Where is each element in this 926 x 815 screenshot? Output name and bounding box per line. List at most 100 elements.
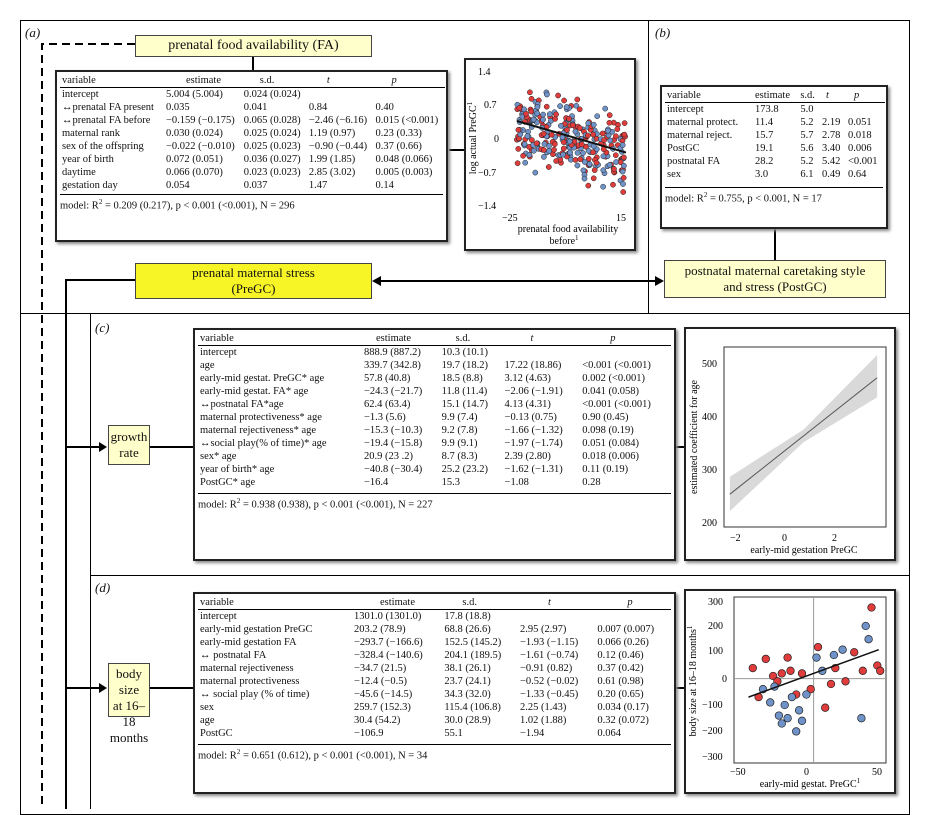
scatter-point: [585, 182, 592, 189]
scatter-point: [606, 162, 613, 168]
scatter-point: [520, 152, 526, 159]
plot-d-ytick-0: 300: [708, 597, 723, 608]
table-row: early-mid gestat. FA* age −24.3 (−21.7) 11…: [198, 385, 671, 398]
table-cell: 15.7: [755, 130, 774, 141]
scatter-point: [514, 160, 521, 167]
scatter-point: [529, 137, 535, 143]
table-cell: early-mid gestation FA: [200, 637, 297, 648]
table-row: sex* age 20.9 (23 .2) 8.7 (8.3) 2.39 (2.80)…: [198, 450, 671, 463]
table-cell: [846, 103, 885, 117]
plot-d-ytick-2: 100: [708, 646, 723, 657]
col-sd: s.d.: [798, 89, 820, 103]
table-a: variable estimate s.d. t p intercept 5.00…: [55, 70, 448, 242]
growth-line2: rate: [119, 445, 139, 460]
col-estimate: estimate: [753, 89, 799, 103]
scatter-point: [558, 122, 564, 129]
table-cell: 5.42: [821, 156, 841, 167]
table-cell: 0.023 (0.023): [243, 167, 301, 178]
table-cell: 0.14: [375, 180, 394, 191]
table-row: age 30.4 (54.2) 30.0 (28.9) 1.02 (1.88) 0.32…: [198, 714, 671, 727]
scatter-point: [829, 650, 839, 660]
table-cell: −1.97 (−1.74): [504, 438, 563, 449]
scatter-point: [621, 120, 628, 126]
table-cell: 9.9 (9.1): [441, 438, 478, 449]
table-cell: −1.3 (5.6): [364, 412, 406, 423]
table-row: year of birth* age −40.8 (−30.4) 25.2 (23.…: [198, 463, 671, 476]
table-a-grid: variable estimate s.d. t p intercept 5.00…: [60, 74, 445, 192]
table-cell: 25.2 (23.2): [441, 464, 489, 475]
table-row: postnatal FA 28.2 5.2 5.42 <0.001: [665, 155, 885, 168]
table-cell: [307, 88, 374, 102]
scatter-point: [619, 142, 626, 148]
table-cell: 0.015 (<0.001): [375, 115, 439, 126]
col-p: p: [373, 74, 445, 88]
table-cell: [595, 610, 671, 624]
col-p: p: [580, 332, 671, 346]
scatter-point: [515, 127, 522, 133]
scatter-point: [601, 137, 607, 143]
scatter-point: [591, 167, 598, 173]
table-cell: 5.0: [800, 104, 814, 115]
scatter-point: [786, 666, 795, 675]
scatter-point: [838, 645, 847, 654]
scatter-point: [774, 711, 784, 720]
plot-d: 300 200 100 0 −100 −200 −300 −50 0 50 ea…: [684, 589, 896, 794]
table-cell: ↔prenatal FA present: [62, 102, 154, 113]
scatter-point: [620, 174, 627, 181]
table-row: sex 3.0 6.1 0.49 0.64: [665, 168, 885, 181]
scatter-point: [560, 139, 567, 146]
scatter-point: [768, 671, 778, 681]
scatter-point: [544, 91, 550, 98]
table-cell: 5.2: [800, 156, 814, 167]
table-cell: −1.33 (−0.45): [520, 689, 579, 700]
table-row: ↔prenatal FA present 0.035 0.041 0.84 0.40: [60, 101, 445, 114]
table-cell: early-mid gestation PreGC: [200, 624, 313, 635]
scatter-point: [584, 132, 591, 139]
fa-box: prenatal food availability (FA): [135, 35, 372, 57]
fit-line: [516, 120, 627, 154]
table-cell: 0.030 (0.024): [166, 128, 223, 139]
scatter-point: [563, 104, 570, 110]
table-cell: 0.037: [243, 180, 268, 191]
dashed-connector: [41, 43, 135, 809]
table-b: variable estimate s.d. t p intercept 173.…: [660, 85, 888, 229]
table-row: maternal rejectiveness* age −15.3 (−10.3)…: [198, 424, 671, 437]
col-p: p: [845, 89, 885, 103]
table-b-grid: variable estimate s.d. t p intercept 173.…: [665, 89, 885, 181]
table-cell: −0.13 (0.75): [504, 412, 557, 423]
table-cell: sex: [200, 702, 214, 713]
panel-ab-divider: [648, 20, 649, 313]
scatter-point: [530, 116, 537, 123]
table-cell: 0.025 (0.024): [243, 128, 301, 139]
table-c: variable estimate s.d. t p intercept 888.…: [193, 328, 676, 561]
scatter-point: [557, 103, 563, 109]
table-cell: 5.004 (5.004): [166, 89, 223, 100]
plot-a-ylabel: log actual PreGC1: [466, 101, 479, 174]
body-line1: body size: [116, 666, 142, 697]
scatter-point: [792, 727, 801, 736]
growth-rate-box: growth rate: [108, 425, 150, 465]
table-cell: 0.024 (0.024): [243, 89, 301, 100]
plot-a-ytick-2: 0: [494, 134, 499, 145]
table-cell: −0.52 (−0.02): [520, 676, 579, 687]
model-c: model: R2 = 0.938 (0.938), p < 0.001 (<0…: [198, 493, 671, 511]
plot-c-xtick-2: 2: [832, 533, 837, 544]
scatter-point: [574, 149, 581, 156]
model-b-r: R: [696, 193, 704, 205]
plot-a-xlabel-2: before1: [549, 234, 579, 247]
scatter-point: [850, 648, 859, 657]
scatter-point: [580, 150, 586, 156]
table-cell: early-mid gestat. PreGC* age: [200, 373, 325, 384]
col-sd: s.d.: [241, 74, 307, 88]
scatter-point: [551, 141, 558, 148]
panel-d-label: (d): [95, 580, 111, 595]
scatter-point: [797, 716, 807, 725]
table-row: ↔ postnatal FA −328.4 (−140.6) 204.1 (189.…: [198, 649, 671, 662]
table-cell: 62.4 (63.4): [364, 399, 411, 410]
plot-c-xlabel: early-mid gestation PreGC: [750, 545, 858, 556]
pregc-box: prenatal maternal stress (PreGC): [135, 263, 372, 299]
table-cell: 17.8 (18.8): [444, 611, 491, 622]
table-cell: maternal rejectiveness: [200, 663, 294, 674]
table-row: age 339.7 (342.8) 19.7 (18.2) 17.22 (18.86)…: [198, 359, 671, 372]
scatter-point: [567, 149, 574, 156]
